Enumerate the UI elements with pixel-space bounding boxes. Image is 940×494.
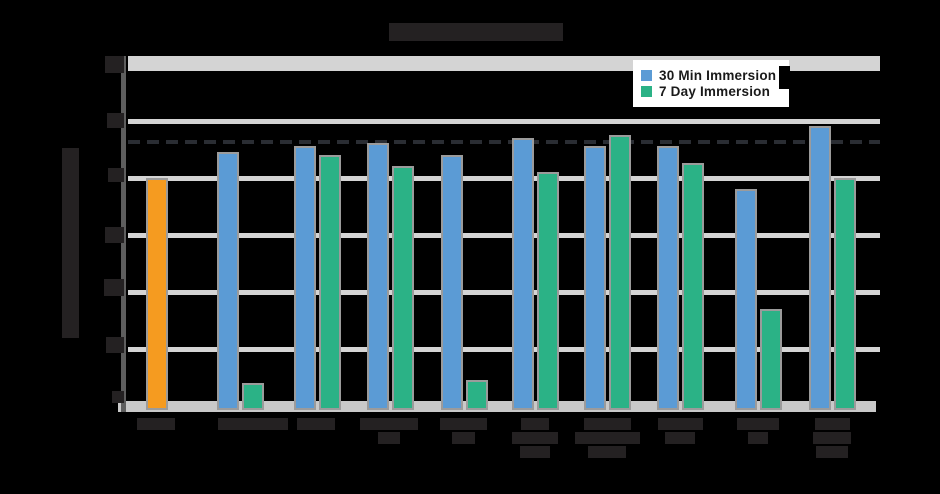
legend-swatch (641, 86, 652, 98)
y-tick-label-redacted-1 (107, 113, 124, 128)
gridline-5 (128, 347, 880, 352)
x-axis-label-redacted-group-10 (816, 446, 848, 458)
x-axis-label-redacted-group-5 (452, 432, 475, 444)
y-tick-label-redacted-5 (106, 337, 124, 353)
bar-7-day-immersion-group-2 (242, 383, 264, 410)
y-tick-label-redacted-6 (112, 391, 124, 403)
y-tick-label-redacted-2 (108, 168, 124, 182)
bar-control-group-1 (146, 178, 168, 410)
legend-overlay-redacted (779, 66, 790, 89)
gridline-4 (128, 290, 880, 295)
x-axis-label-redacted-group-8 (665, 432, 695, 444)
x-axis-label-redacted-group-8 (658, 418, 703, 430)
legend-item-7-day: 7 Day Immersion (641, 85, 781, 99)
bar-7-day-immersion-group-6 (537, 172, 559, 410)
bar-30-min-immersion-group-4 (367, 143, 389, 410)
x-axis-label-redacted-group-6 (520, 446, 550, 458)
x-axis-label-redacted-group-5 (440, 418, 487, 430)
legend-item-30-min: 30 Min Immersion (641, 67, 781, 83)
bar-30-min-immersion-group-7 (584, 146, 606, 410)
legend: 30 Min Immersion 7 Day Immersion (633, 60, 789, 107)
x-axis-label-redacted-group-10 (813, 432, 851, 444)
x-axis-label-redacted-group-9 (737, 418, 779, 430)
bar-7-day-immersion-group-8 (682, 163, 704, 410)
bar-30-min-immersion-group-10 (809, 126, 831, 410)
x-axis-label-redacted-group-3 (297, 418, 335, 430)
bar-7-day-immersion-group-3 (319, 155, 341, 410)
gridline-3 (128, 233, 880, 238)
x-axis-label-redacted-group-9 (748, 432, 768, 444)
x-axis-label-redacted-group-7 (584, 418, 631, 430)
bar-7-day-immersion-group-7 (609, 135, 631, 410)
x-axis-label-redacted-group-4 (378, 432, 400, 444)
gridline-1 (128, 119, 880, 124)
x-axis-label-redacted-group-4 (360, 418, 418, 430)
y-tick-label-redacted-0 (105, 56, 124, 73)
x-axis-label-redacted-group-1 (137, 418, 175, 430)
y-tick-label-redacted-4 (104, 279, 124, 296)
bar-30-min-immersion-group-6 (512, 138, 534, 410)
bar-7-day-immersion-group-5 (466, 380, 488, 410)
bar-30-min-immersion-group-2 (217, 152, 239, 410)
x-axis-label-redacted-group-10 (815, 418, 850, 430)
x-axis-label-redacted-group-7 (588, 446, 626, 458)
bar-30-min-immersion-group-3 (294, 146, 316, 410)
x-axis-baseline (118, 401, 876, 412)
y-axis-title-redacted (62, 148, 79, 338)
gridline-2 (128, 176, 880, 181)
dashed-reference-line (128, 140, 880, 144)
legend-label: 30 Min Immersion (659, 67, 777, 83)
bar-30-min-immersion-group-5 (441, 155, 463, 410)
bar-7-day-immersion-group-9 (760, 309, 782, 410)
x-axis-label-redacted-group-2 (218, 418, 288, 430)
y-tick-label-redacted-3 (105, 227, 124, 243)
bar-7-day-immersion-group-4 (392, 166, 414, 410)
bar-30-min-immersion-group-9 (735, 189, 757, 410)
legend-label: 7 Day Immersion (659, 84, 771, 99)
x-axis-label-redacted-group-6 (512, 432, 558, 444)
x-axis-label-redacted-group-7 (575, 432, 640, 444)
x-axis-label-redacted-group-6 (521, 418, 549, 430)
bar-7-day-immersion-group-10 (834, 178, 856, 410)
chart-title-redacted (389, 23, 563, 41)
legend-swatch (641, 69, 652, 81)
bar-30-min-immersion-group-8 (657, 146, 679, 410)
